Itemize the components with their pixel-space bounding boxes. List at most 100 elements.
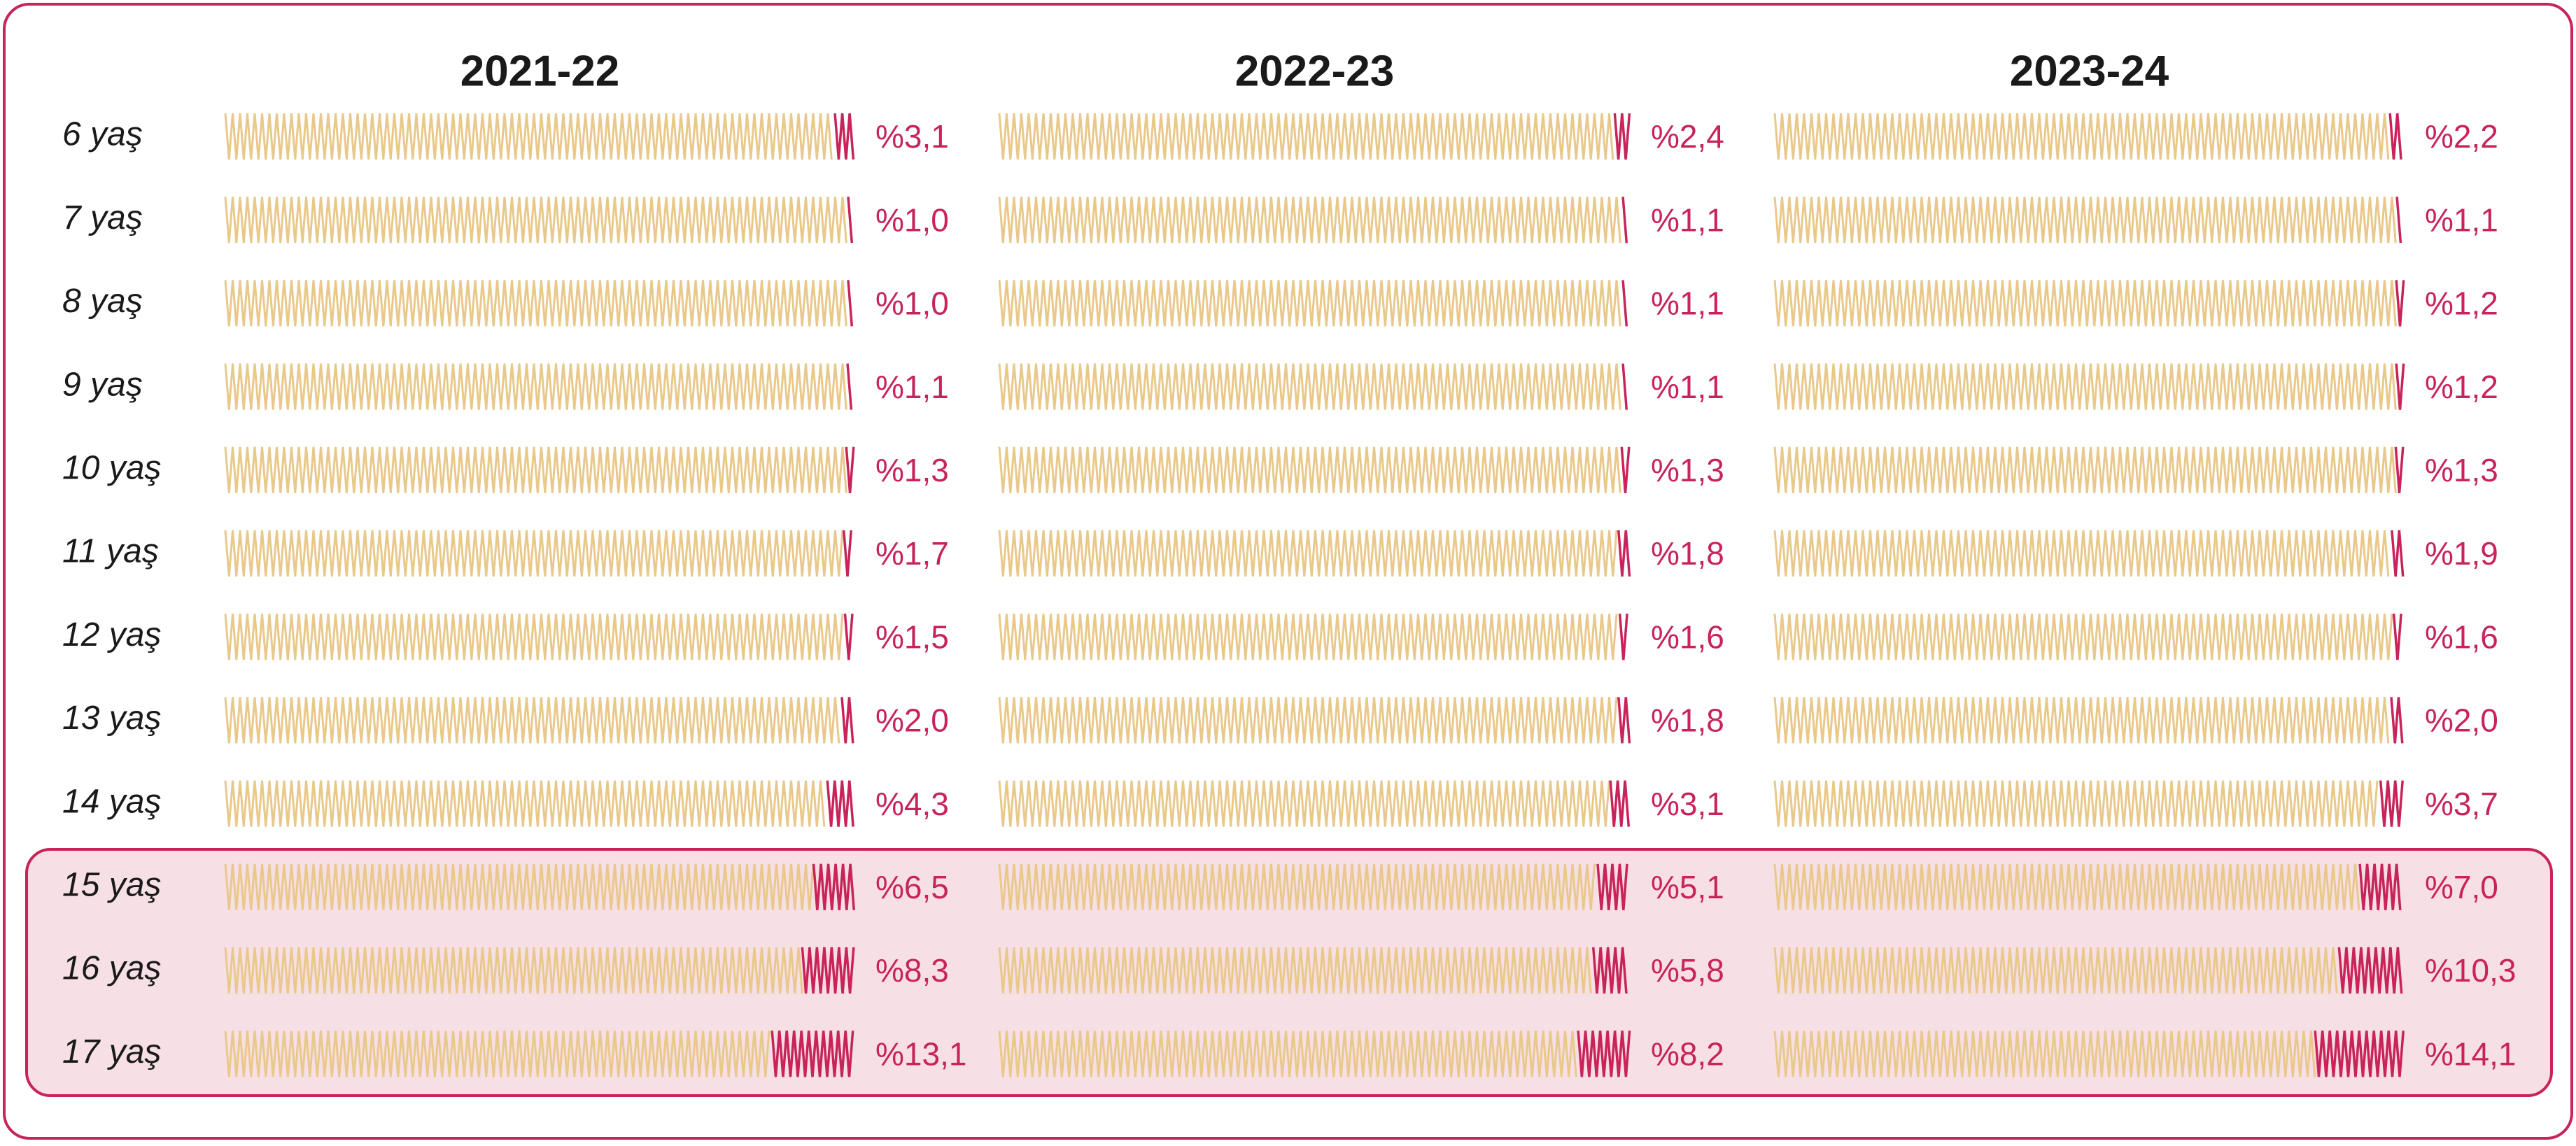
bar-track bbox=[1773, 197, 2397, 243]
bar-track bbox=[998, 614, 1618, 660]
value-label: %1,9 bbox=[2425, 535, 2498, 572]
bar bbox=[840, 697, 854, 744]
bar bbox=[1621, 280, 1628, 327]
bar bbox=[847, 197, 854, 243]
value-label: %1,0 bbox=[875, 201, 949, 238]
bar bbox=[847, 280, 854, 327]
bar bbox=[1621, 197, 1628, 243]
bar bbox=[1620, 446, 1631, 493]
bar-track bbox=[1773, 446, 2397, 493]
panel-title: 2023-24 bbox=[2010, 47, 2169, 95]
bar bbox=[846, 363, 853, 410]
bar-track bbox=[224, 697, 840, 744]
value-label: %1,1 bbox=[1651, 285, 1724, 322]
bar bbox=[1591, 947, 1628, 994]
row-label: 7 yaş bbox=[62, 199, 143, 236]
row-label: 9 yaş bbox=[62, 366, 143, 403]
row-label: 17 yaş bbox=[62, 1033, 161, 1070]
row-label: 12 yaş bbox=[62, 616, 161, 653]
value-label: %1,0 bbox=[875, 285, 949, 322]
row-label: 11 yaş bbox=[62, 533, 159, 570]
panel-title: 2021-22 bbox=[460, 47, 620, 95]
bar-track bbox=[224, 947, 803, 994]
bar bbox=[2394, 446, 2405, 493]
value-label: %1,3 bbox=[2425, 452, 2498, 488]
bar-track bbox=[224, 446, 847, 493]
row-label: 10 yaş bbox=[62, 449, 161, 486]
row-label: 13 yaş bbox=[62, 700, 161, 737]
row-label: 6 yaş bbox=[62, 116, 143, 153]
value-label: %1,8 bbox=[1651, 535, 1724, 572]
bar-track bbox=[998, 113, 1614, 160]
bar-track bbox=[1773, 363, 2397, 410]
bar bbox=[2358, 863, 2402, 910]
bar bbox=[843, 614, 854, 660]
bar bbox=[1617, 697, 1631, 744]
value-label: %2,0 bbox=[2425, 702, 2498, 739]
bar bbox=[2392, 614, 2402, 660]
value-label: %14,1 bbox=[2425, 1035, 2516, 1072]
value-label: %2,0 bbox=[875, 702, 949, 739]
bar-track bbox=[1773, 280, 2397, 327]
bar bbox=[1613, 113, 1631, 160]
bar bbox=[2337, 947, 2403, 994]
bar-track bbox=[1773, 614, 2393, 660]
bar bbox=[2395, 197, 2402, 243]
bar-track bbox=[998, 697, 1618, 744]
value-label: %1,6 bbox=[1651, 618, 1724, 655]
bar bbox=[2388, 113, 2402, 160]
bar bbox=[1596, 863, 1628, 910]
bar-track bbox=[224, 614, 844, 660]
row-label: 15 yaş bbox=[62, 866, 161, 903]
panel-title: 2022-23 bbox=[1235, 47, 1395, 95]
bar-track bbox=[224, 113, 833, 160]
bar-track bbox=[224, 780, 826, 827]
bar-track bbox=[224, 197, 847, 243]
value-label: %1,3 bbox=[1651, 452, 1724, 488]
bar bbox=[1609, 780, 1631, 827]
value-label: %10,3 bbox=[2425, 952, 2516, 989]
bar bbox=[770, 1031, 854, 1077]
value-label: %7,0 bbox=[2425, 869, 2498, 905]
bar-track bbox=[224, 363, 847, 410]
bar bbox=[1618, 614, 1628, 660]
bar bbox=[826, 780, 854, 827]
value-label: %8,3 bbox=[875, 952, 949, 989]
bar-track bbox=[998, 363, 1621, 410]
value-label: %5,1 bbox=[1651, 869, 1724, 905]
bar-track bbox=[1773, 113, 2390, 160]
bar-track bbox=[1773, 863, 2360, 910]
value-label: %3,1 bbox=[1651, 786, 1724, 822]
row-label: 16 yaş bbox=[62, 950, 161, 987]
value-label: %1,6 bbox=[2425, 618, 2498, 655]
bar bbox=[801, 947, 855, 994]
bar-track bbox=[998, 446, 1621, 493]
bar bbox=[2395, 363, 2405, 410]
row-label: 8 yaş bbox=[62, 283, 143, 320]
row-label: 14 yaş bbox=[62, 783, 161, 820]
bar bbox=[2395, 280, 2405, 327]
bar bbox=[2314, 1031, 2405, 1077]
bar-track bbox=[224, 530, 844, 577]
bar bbox=[2391, 530, 2405, 577]
bar bbox=[1621, 363, 1628, 410]
bar-track bbox=[998, 1031, 1577, 1077]
value-label: %8,2 bbox=[1651, 1035, 1724, 1072]
bar bbox=[2390, 697, 2404, 744]
value-label: %1,8 bbox=[1651, 702, 1724, 739]
bar bbox=[842, 530, 852, 577]
bar bbox=[1617, 530, 1631, 577]
bar-track bbox=[224, 280, 847, 327]
value-label: %1,2 bbox=[2425, 285, 2498, 322]
bar bbox=[833, 113, 855, 160]
bar-track bbox=[1773, 530, 2390, 577]
value-label: %6,5 bbox=[875, 869, 949, 905]
bar bbox=[2379, 780, 2404, 827]
value-label: %1,1 bbox=[875, 369, 949, 405]
value-label: %3,7 bbox=[2425, 786, 2498, 822]
bar-track bbox=[998, 780, 1610, 827]
bar-track bbox=[998, 197, 1621, 243]
bar-track bbox=[224, 863, 815, 910]
value-label: %4,3 bbox=[875, 786, 949, 822]
